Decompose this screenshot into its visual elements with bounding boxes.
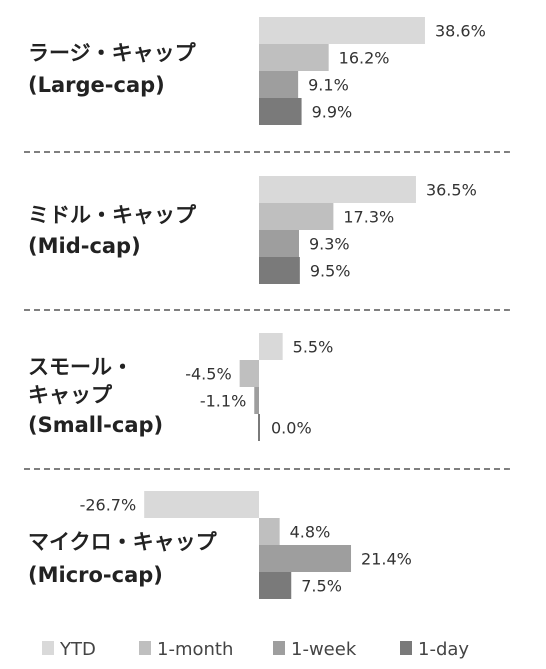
category-label: キャップ xyxy=(28,383,113,407)
value-label: 16.2% xyxy=(339,49,390,68)
value-label: 9.3% xyxy=(309,235,350,254)
legend-swatch xyxy=(273,641,285,655)
category-label: (Small-cap) xyxy=(28,413,163,437)
value-label: 9.5% xyxy=(310,262,351,281)
value-label: -4.5% xyxy=(185,365,231,384)
value-label: 17.3% xyxy=(343,208,394,227)
legend-label: 1-day xyxy=(418,639,469,660)
value-label: 9.9% xyxy=(312,103,353,122)
value-label: -26.7% xyxy=(80,496,137,515)
legend-label: YTD xyxy=(59,639,96,660)
bar xyxy=(259,333,283,360)
legend-swatch xyxy=(400,641,412,655)
bar xyxy=(259,44,329,71)
value-label: 5.5% xyxy=(293,338,334,357)
value-label: 21.4% xyxy=(361,550,412,569)
legend-label: 1-month xyxy=(157,639,233,660)
bar xyxy=(239,360,259,387)
bar xyxy=(259,257,300,284)
value-label: 38.6% xyxy=(435,22,486,41)
legend-swatch xyxy=(139,641,151,655)
bar xyxy=(259,203,334,230)
value-label: 4.8% xyxy=(290,523,331,542)
category-label: ミドル・キャップ xyxy=(28,203,197,227)
bar xyxy=(254,387,259,414)
legend-swatch xyxy=(42,641,54,655)
value-label: -1.1% xyxy=(200,392,246,411)
value-label: 7.5% xyxy=(301,577,342,596)
bar xyxy=(259,545,352,572)
category-label: (Large-cap) xyxy=(28,73,165,97)
value-label: 9.1% xyxy=(308,76,349,95)
bar xyxy=(259,518,280,545)
bar xyxy=(258,414,260,441)
category-label: ラージ・キャップ xyxy=(28,41,197,65)
legend-label: 1-week xyxy=(291,639,357,660)
bar xyxy=(259,230,299,257)
category-label: マイクロ・キャップ xyxy=(28,530,218,554)
bar xyxy=(259,572,292,599)
value-label: 0.0% xyxy=(271,419,312,438)
value-label: 36.5% xyxy=(426,181,477,200)
bar xyxy=(259,176,416,203)
bar xyxy=(259,71,299,98)
category-label: スモール・ xyxy=(28,355,133,379)
bar xyxy=(259,98,302,125)
category-label: (Mid-cap) xyxy=(28,234,141,258)
bar xyxy=(144,491,259,518)
category-label: (Micro-cap) xyxy=(28,563,163,587)
bar xyxy=(259,17,425,44)
